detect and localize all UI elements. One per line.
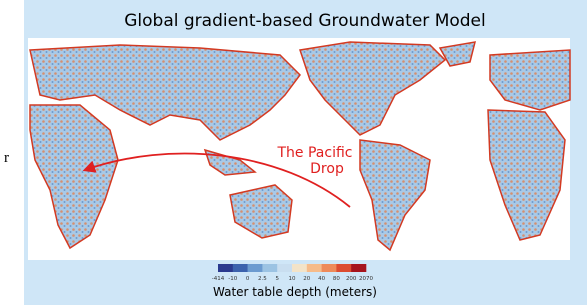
title: Global gradient-based Groundwater Model	[124, 11, 486, 31]
colorbar-tick-label: 40	[318, 276, 325, 282]
colorbar-segment	[248, 264, 263, 272]
colorbar-segment	[351, 264, 366, 272]
colorbar-tick-label: 2070	[359, 276, 373, 282]
colorbar-tick-label: 2.5	[258, 276, 267, 282]
colorbar-segment	[233, 264, 248, 272]
annotation: The Pacific	[277, 145, 353, 161]
colorbar-segment	[262, 264, 277, 272]
annotation: Drop	[310, 161, 344, 177]
colorbar-segment	[218, 264, 233, 272]
side-text: r	[4, 150, 9, 166]
colorbar-segment	[322, 264, 337, 272]
colorbar-tick-label: -414	[212, 276, 225, 282]
colorbar-segment	[307, 264, 322, 272]
colorbar-tick-label: 20	[303, 276, 310, 282]
caption: Water table depth (meters)	[213, 285, 377, 299]
colorbar-segment	[336, 264, 351, 272]
colorbar-tick-label: 5	[275, 276, 279, 282]
colorbar-tick-label: 200	[346, 276, 357, 282]
colorbar-segment	[292, 264, 307, 272]
colorbar-tick-label: -10	[228, 276, 237, 282]
page: r Global gradient-based Groundwater Mode…	[0, 0, 587, 305]
colorbar-segment	[277, 264, 292, 272]
colorbar-tick-label: 10	[289, 276, 296, 282]
colorbar-tick-label: 80	[333, 276, 340, 282]
colorbar-tick-label: 0	[246, 276, 250, 282]
